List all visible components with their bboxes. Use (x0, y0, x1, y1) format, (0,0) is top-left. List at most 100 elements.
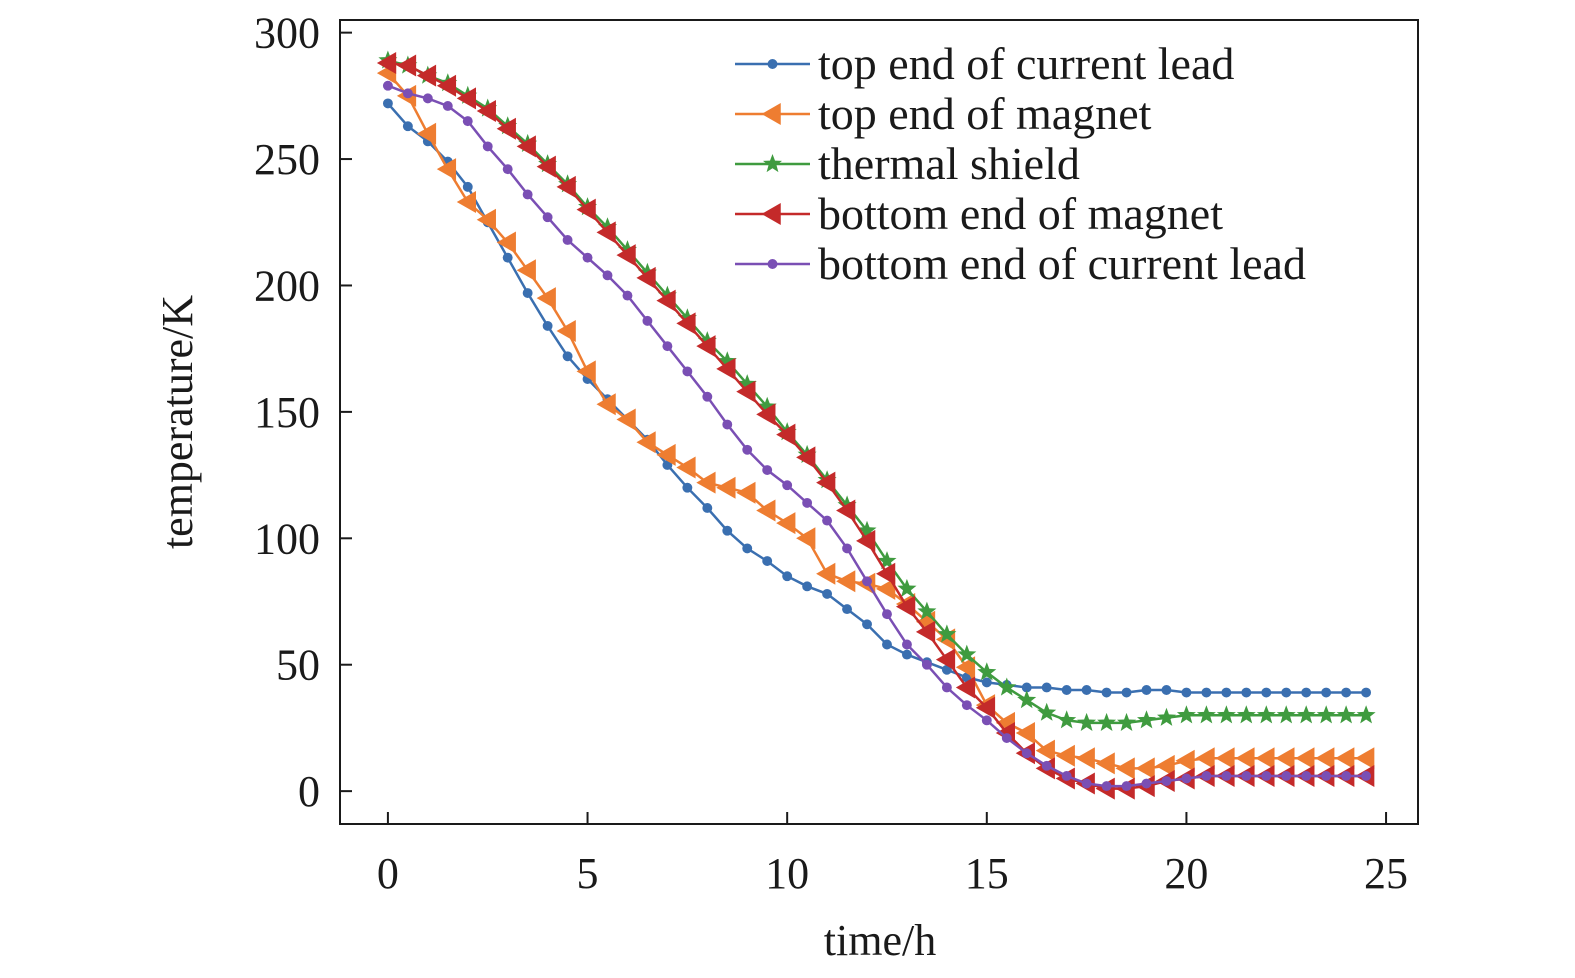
data-point (822, 515, 833, 526)
legend-swatch-marker (767, 259, 778, 269)
data-point (1001, 733, 1012, 743)
x-tick-label: 15 (965, 849, 1009, 898)
data-point (596, 221, 616, 244)
data-point (1155, 754, 1175, 777)
data-point (1201, 687, 1212, 698)
data-point (1077, 712, 1097, 731)
data-point (802, 497, 813, 508)
data-point (522, 189, 533, 200)
data-point (1181, 687, 1192, 698)
data-point (782, 480, 793, 491)
series-5 (382, 80, 1372, 792)
data-point (736, 380, 756, 403)
data-point (522, 288, 533, 299)
data-point (856, 529, 876, 552)
legend-swatch-marker (761, 103, 781, 125)
data-point (456, 87, 477, 110)
data-point (1061, 771, 1072, 781)
data-point (576, 198, 596, 221)
data-point (981, 677, 992, 688)
data-point (1015, 721, 1035, 744)
y-axis-label: temperature/K (153, 295, 202, 549)
data-point (1095, 752, 1115, 775)
data-point (977, 662, 997, 681)
data-point (502, 164, 513, 175)
data-point (1215, 747, 1235, 770)
data-point (1057, 710, 1077, 729)
data-point (696, 471, 716, 494)
data-point (1021, 682, 1032, 693)
data-point (596, 393, 616, 416)
data-point (1256, 705, 1276, 724)
data-point (482, 141, 493, 152)
data-point (1061, 685, 1072, 695)
data-point (576, 360, 596, 383)
data-point (736, 481, 756, 504)
data-point (1117, 712, 1137, 731)
data-point (937, 624, 957, 643)
data-point (602, 270, 613, 281)
data-point (882, 609, 892, 620)
data-point (895, 595, 916, 618)
data-point (1341, 771, 1352, 781)
data-point (901, 639, 912, 650)
data-point (1361, 687, 1372, 698)
data-point (1216, 705, 1236, 724)
data-point (802, 581, 813, 592)
data-point (857, 520, 877, 539)
data-point (442, 101, 453, 111)
data-point (1361, 771, 1372, 781)
data-point (616, 244, 636, 267)
data-point (742, 543, 753, 554)
data-point (1121, 687, 1132, 698)
data-point (836, 499, 856, 522)
data-point (756, 403, 776, 426)
y-tick-label: 100 (254, 514, 320, 563)
data-point (1055, 744, 1075, 767)
data-point (656, 443, 676, 466)
data-point (476, 100, 496, 123)
data-point (757, 396, 777, 415)
y-tick-label: 300 (254, 9, 320, 58)
data-point (562, 351, 573, 362)
data-point (422, 93, 433, 104)
data-point (542, 320, 553, 331)
data-point (462, 116, 473, 127)
data-point (1141, 685, 1152, 695)
data-point (957, 644, 977, 663)
legend-swatch-marker (767, 59, 778, 69)
data-point (1181, 773, 1192, 784)
data-point (676, 312, 696, 335)
data-point (1176, 705, 1196, 724)
data-point (1135, 757, 1155, 780)
legend-label: top end of magnet (818, 88, 1152, 139)
legend-item: thermal shield (735, 138, 1080, 189)
data-point (376, 51, 397, 74)
data-point (737, 374, 757, 393)
data-point (842, 604, 853, 615)
data-point (1121, 781, 1132, 792)
data-point (656, 289, 676, 312)
data-point (915, 620, 936, 643)
data-point (975, 696, 996, 719)
data-point (1141, 778, 1152, 789)
data-point (1355, 747, 1375, 770)
data-point (502, 252, 513, 263)
data-point (1137, 710, 1156, 729)
x-axis-label: time/h (824, 916, 936, 965)
data-point (542, 212, 553, 223)
data-point (917, 601, 937, 620)
data-point (1356, 705, 1376, 724)
data-point (897, 578, 917, 597)
series-2 (376, 62, 1375, 780)
data-point (682, 366, 693, 377)
data-point (862, 619, 872, 630)
data-point (816, 562, 836, 585)
legend-item: bottom end of magnet (735, 188, 1223, 239)
data-point (1241, 771, 1252, 781)
data-point (496, 117, 516, 140)
data-point (1097, 712, 1117, 731)
data-point (462, 181, 473, 192)
data-point (1296, 705, 1316, 724)
